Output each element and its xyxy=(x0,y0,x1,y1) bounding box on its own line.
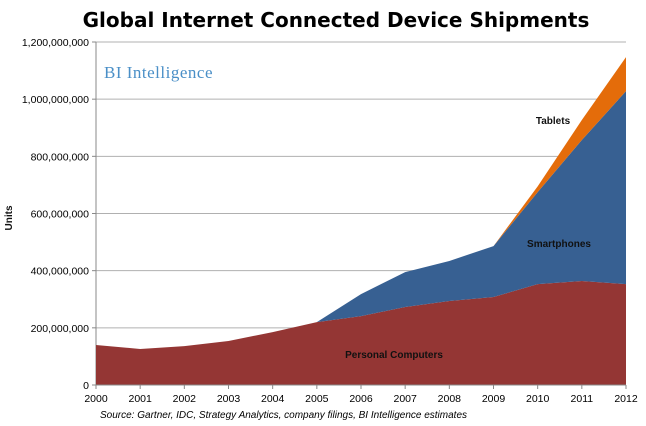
x-tick-label: 2006 xyxy=(349,393,373,405)
area-personal-computers xyxy=(96,280,626,385)
area-smartphones xyxy=(96,91,626,349)
x-tick-label: 2001 xyxy=(128,393,152,405)
x-tick-label: 2010 xyxy=(526,393,550,405)
x-tick-label: 2000 xyxy=(84,393,108,405)
x-tick-label: 2011 xyxy=(571,393,594,405)
y-tick-label: 0 xyxy=(83,380,89,392)
x-tick-label: 2004 xyxy=(261,393,285,405)
y-tick-label: 1,200,000,000 xyxy=(22,37,89,49)
y-tick-label: 800,000,000 xyxy=(31,151,90,163)
y-tick-label: 1,000,000,000 xyxy=(22,94,89,106)
x-tick-label: 2003 xyxy=(217,393,241,405)
source-note: Source: Gartner, IDC, Strategy Analytics… xyxy=(100,410,467,421)
y-tick-label: 600,000,000 xyxy=(31,209,90,221)
x-tick-label: 2007 xyxy=(393,393,417,405)
x-tick-label: 2012 xyxy=(614,393,638,405)
x-tick-label: 2005 xyxy=(305,393,329,405)
y-tick-label: 200,000,000 xyxy=(31,323,90,335)
label-tablets: Tablets xyxy=(536,116,571,127)
x-tick-label: 2002 xyxy=(173,393,197,405)
brand-logo: BI Intelligence xyxy=(104,63,213,82)
label-smartphones: Smartphones xyxy=(527,239,591,250)
label-personal-computers: Personal Computers xyxy=(345,350,443,361)
chart-title: Global Internet Connected Device Shipmen… xyxy=(83,8,590,32)
x-tick-label: 2009 xyxy=(482,393,506,405)
y-axis-label: Units xyxy=(4,205,15,230)
y-tick-label: 400,000,000 xyxy=(31,266,90,278)
x-tick-label: 2008 xyxy=(438,393,462,405)
